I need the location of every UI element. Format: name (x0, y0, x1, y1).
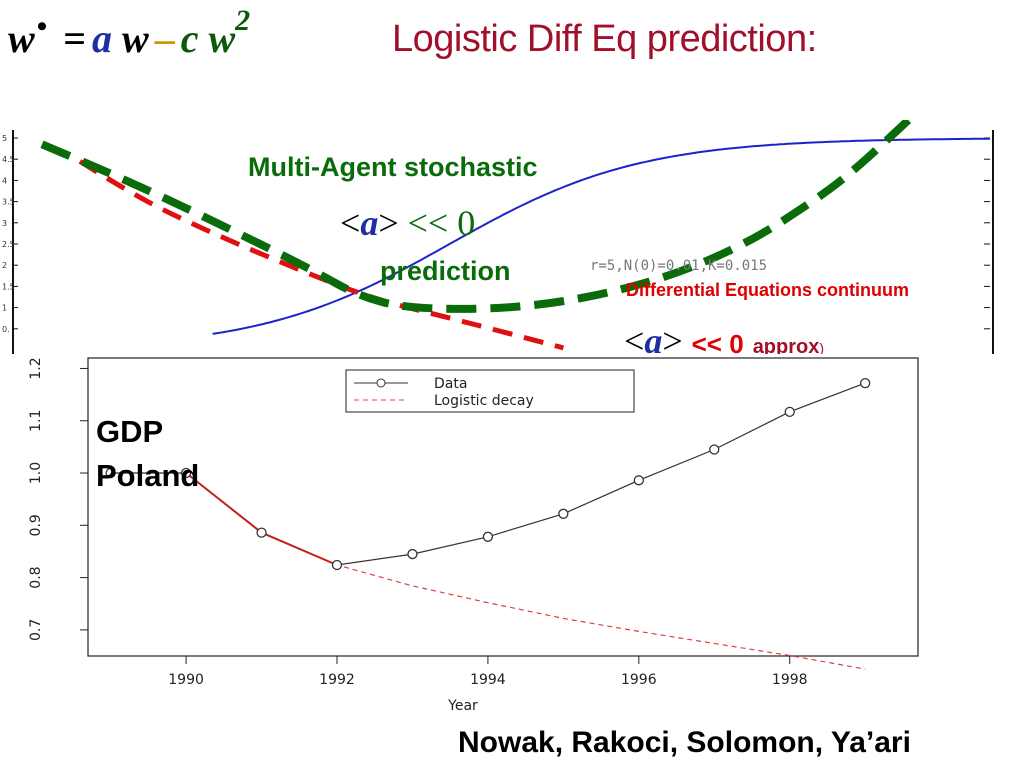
y-tick-label: 1.0 (28, 462, 44, 484)
top-y-tick-label: 1.5 (2, 282, 15, 291)
x-tick-label: 1994 (470, 672, 506, 688)
eq-minus: – (154, 16, 175, 61)
eq-w: w (122, 16, 149, 61)
eq-w-squared: w (208, 16, 236, 61)
diff-eq-label: Differential Equations continuum (626, 280, 910, 300)
top-y-tick-label: 2 (2, 261, 7, 270)
gdp-poland-label: GDP Poland (96, 410, 199, 498)
data-point (256, 527, 267, 538)
green-dashed-curve (40, 120, 915, 313)
approx-paren: ) (819, 340, 825, 356)
lt-sign: < (340, 203, 361, 243)
y-tick-label: 0.7 (28, 619, 44, 641)
y-tick-label: 0.8 (28, 566, 44, 588)
legend-box (345, 369, 635, 413)
y-tick-label: 0.9 (28, 514, 44, 536)
top-chart: 5 4.5 4 3.5 3 2.5 2 1.5 1 0. (2, 120, 990, 351)
sigmoid-curve (212, 137, 990, 335)
data-point (633, 475, 644, 486)
x-tick-label: 1996 (621, 672, 657, 688)
ll-zero-green: << 0 (407, 203, 476, 243)
red-dashed-curve (78, 159, 565, 351)
top-y-tick-label: 1 (2, 304, 7, 313)
eq-a: a (92, 16, 112, 61)
legend-fit-label: Logistic decay (434, 393, 534, 409)
equation: w• = a w – c w2 (8, 4, 250, 64)
plot-frame (87, 357, 919, 657)
mean-a-green: <a> << 0 (340, 202, 475, 244)
legend-data-label: Data (434, 376, 467, 392)
a-symbol-2: a (644, 321, 663, 361)
data-point (784, 406, 795, 417)
y-tick-label: 1.2 (28, 357, 44, 379)
gdp-label-line1: GDP (96, 414, 164, 449)
eq-c: c (180, 16, 199, 61)
data-point (860, 377, 871, 389)
data-point (482, 531, 494, 542)
gt-sign: > (378, 203, 399, 243)
top-y-tick-label: 2.5 (2, 240, 15, 249)
prediction-label: prediction (380, 256, 511, 286)
lt-sign-2: < (624, 321, 645, 361)
gt-sign-2: > (662, 321, 683, 361)
x-tick-label: 1998 (772, 672, 808, 688)
legend-data-marker (376, 378, 386, 388)
gdp-chart: 0.7 0.8 0.9 1.0 1.1 1.2 1990 1992 1994 1996 1998 Ye… (0, 354, 1000, 726)
a-symbol: a (360, 203, 379, 243)
credits: Nowak, Rakoci, Solomon, Ya’ari (458, 726, 911, 759)
chart-bg (0, 354, 1000, 726)
top-y-tick-label: 4.5 (2, 155, 15, 164)
data-point (709, 444, 720, 455)
eq-equals: = (63, 16, 86, 61)
gdp-label-line2: Poland (96, 458, 200, 493)
data-point (407, 548, 418, 560)
approx-label: approx (752, 336, 820, 358)
data-point (180, 467, 192, 479)
data-point (105, 467, 116, 479)
x-tick-label: 1992 (319, 672, 355, 688)
data-point (331, 559, 343, 571)
top-y-tick-label: 3.5 (2, 198, 15, 207)
top-y-tick-label: 5 (2, 134, 7, 143)
data-point (558, 508, 569, 519)
eq-dot: • (36, 10, 48, 43)
eq-exponent: 2 (235, 4, 251, 37)
x-tick-label: 1990 (168, 672, 204, 688)
top-y-tick-label: 4 (2, 176, 7, 185)
x-axis-label: Year (447, 698, 478, 714)
params-label: r=5,N(0)=0.01,K=0.015 (590, 258, 768, 274)
top-y-tick-label: 0. (2, 325, 10, 334)
top-y-tick-label: 3 (2, 219, 7, 228)
eq-w-dot: w (8, 16, 35, 61)
top-chart-frame (12, 130, 994, 356)
multi-agent-label: Multi-Agent stochastic (248, 152, 538, 182)
y-tick-label: 1.1 (28, 410, 44, 432)
slide-title: Logistic Diff Eq prediction: (392, 18, 817, 60)
